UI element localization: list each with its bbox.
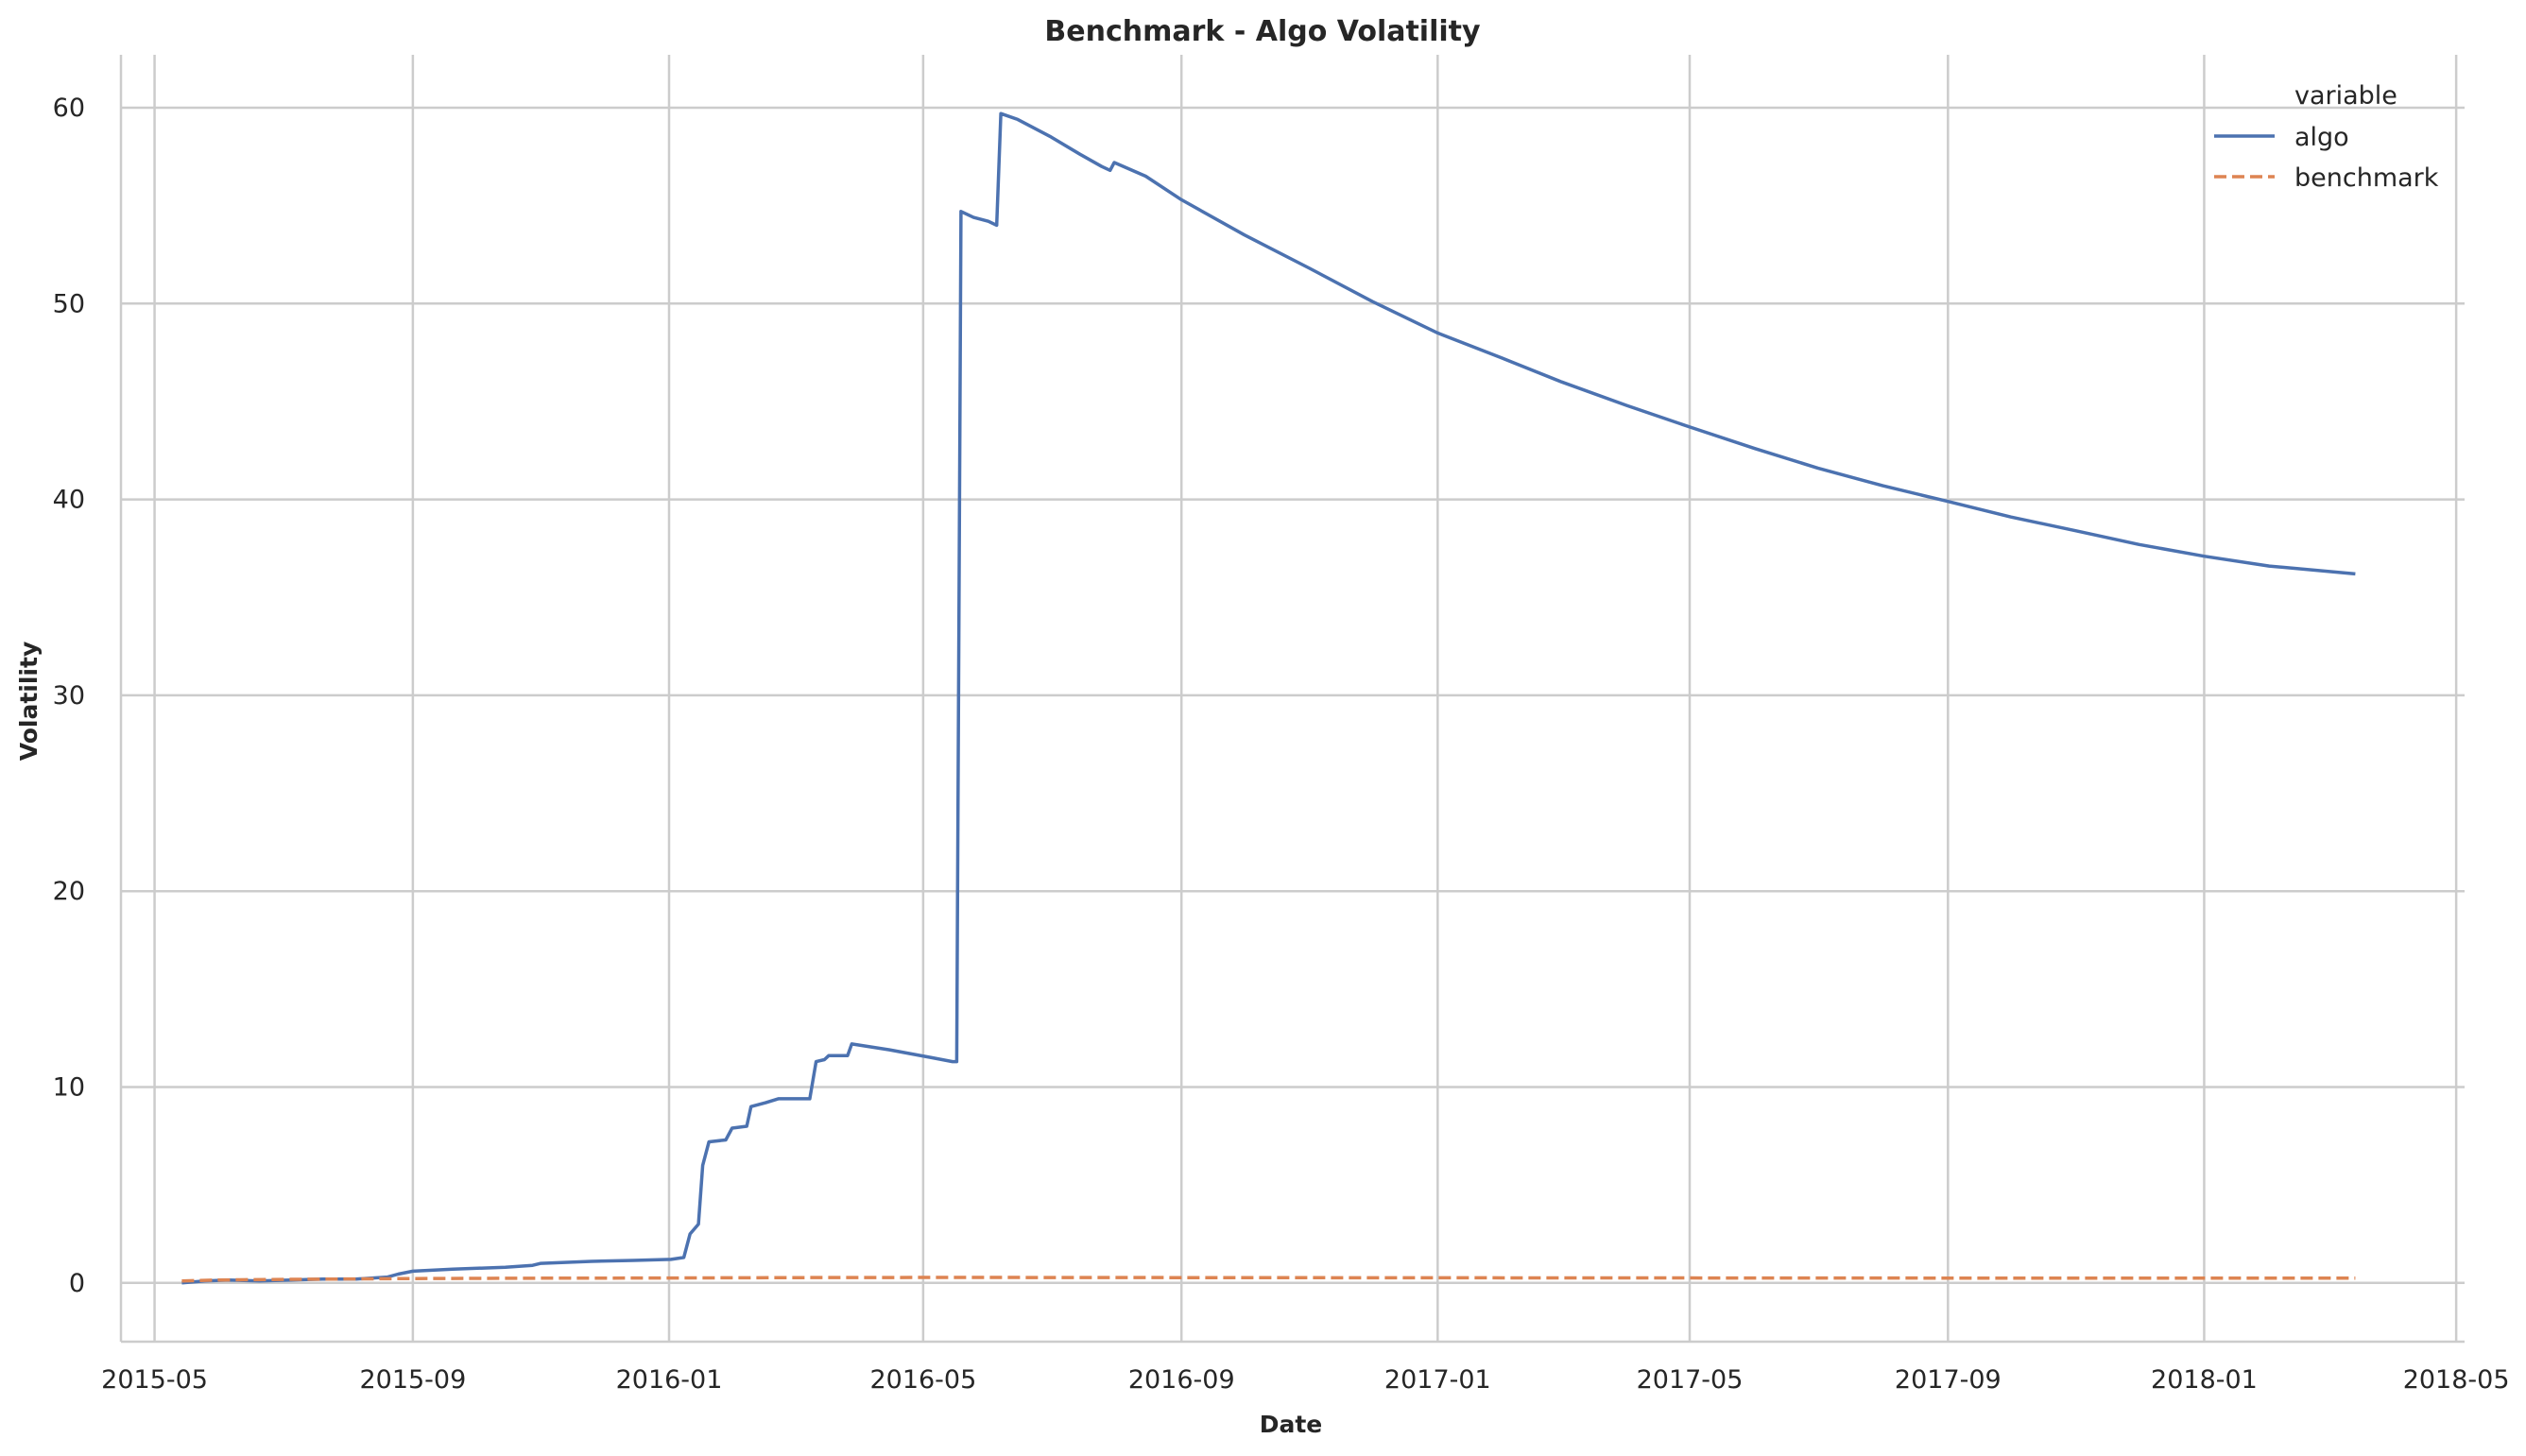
series-line-benchmark <box>181 1276 2356 1283</box>
x-axis-label: Date <box>1260 1411 1323 1438</box>
chart-title: Benchmark - Algo Volatility <box>1044 15 1481 48</box>
y-tick-label: 30 <box>53 681 85 711</box>
grid-layer <box>121 55 2465 1342</box>
y-tick-label: 10 <box>53 1073 85 1103</box>
series-layer <box>181 111 2356 1285</box>
series-line-algo <box>181 111 2356 1285</box>
x-tick-label: 2015-05 <box>101 1365 208 1395</box>
y-tick-label: 50 <box>53 289 85 318</box>
x-tick-label: 2017-01 <box>1384 1365 1491 1395</box>
legend-label-benchmark: benchmark <box>2294 163 2439 193</box>
x-tick-label: 2016-01 <box>616 1365 723 1395</box>
x-tick-label: 2017-09 <box>1895 1365 2002 1395</box>
x-tick-label: 2015-09 <box>359 1365 466 1395</box>
y-tick-label: 40 <box>53 486 85 515</box>
y-tick-label: 20 <box>53 877 85 906</box>
x-tick-label: 2016-05 <box>869 1365 976 1395</box>
legend-title: variable <box>2294 81 2397 111</box>
x-tick-label: 2018-05 <box>2403 1365 2510 1395</box>
x-tick-label: 2016-09 <box>1128 1365 1235 1395</box>
axis-spines <box>119 55 2465 1344</box>
x-tick-label: 2018-01 <box>2151 1365 2258 1395</box>
legend: variable algo benchmark <box>2214 81 2439 193</box>
y-axis-label: Volatility <box>15 642 43 762</box>
y-tick-label: 0 <box>69 1269 85 1298</box>
tick-labels: 2015-05 2015-09 2016-01 2016-05 2016-09 2017-… <box>53 94 2510 1395</box>
y-tick-label: 60 <box>53 94 85 123</box>
legend-label-algo: algo <box>2294 123 2349 152</box>
x-tick-label: 2017-05 <box>1637 1365 1744 1395</box>
